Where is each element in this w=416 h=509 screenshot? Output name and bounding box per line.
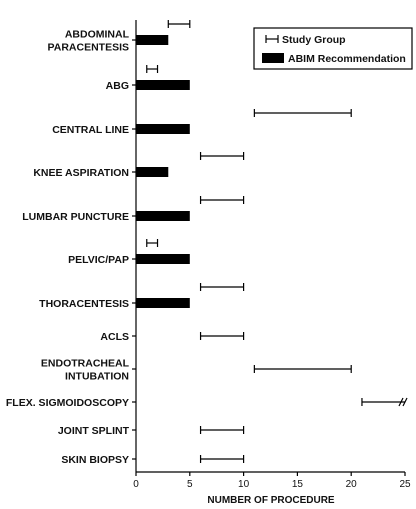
category-label: THORACENTESIS — [39, 298, 129, 310]
study-range-break-mark — [402, 397, 408, 407]
category-label: FLEX. SIGMOIDOSCOPY — [6, 397, 129, 409]
legend-bar-symbol — [262, 53, 284, 63]
category-label: ACLS — [100, 331, 129, 343]
category-label: INTUBATION — [65, 371, 129, 383]
legend-box — [253, 27, 413, 70]
category-label: LUMBAR PUNCTURE — [22, 211, 129, 223]
category-label: ABDOMINAL — [65, 29, 130, 41]
legend-range-symbol — [265, 35, 279, 43]
category-label: KNEE ASPIRATION — [33, 167, 129, 179]
abim-bar — [136, 211, 190, 221]
x-tick-label: 15 — [292, 479, 304, 490]
study-range-break-mark — [398, 397, 404, 407]
legend-abim-label: ABIM Recommendation — [288, 53, 406, 65]
x-tick-label: 10 — [238, 479, 250, 490]
abim-bar — [136, 298, 190, 308]
x-tick-label: 25 — [399, 479, 411, 490]
category-label: ABG — [106, 80, 129, 92]
abim-bar — [136, 80, 190, 90]
abim-bar — [136, 35, 169, 45]
category-label: SKIN BIOPSY — [61, 454, 129, 466]
legend-study-group-label: Study Group — [282, 34, 346, 46]
x-tick-label: 0 — [133, 479, 139, 490]
category-label: CENTRAL LINE — [52, 124, 129, 136]
legend: Study Group ABIM Recommendation — [253, 27, 413, 70]
abim-bar — [136, 254, 190, 264]
x-axis-title: NUMBER OF PROCEDURE — [207, 495, 335, 506]
category-label: ENDOTRACHEAL — [41, 358, 130, 370]
category-label: PELVIC/PAP — [68, 254, 129, 266]
category-label: PARACENTESIS — [48, 42, 129, 54]
abim-bar — [136, 167, 169, 177]
category-label: JOINT SPLINT — [58, 425, 130, 437]
x-tick-label: 20 — [346, 479, 358, 490]
x-tick-label: 5 — [187, 479, 193, 490]
abim-bar — [136, 124, 190, 134]
